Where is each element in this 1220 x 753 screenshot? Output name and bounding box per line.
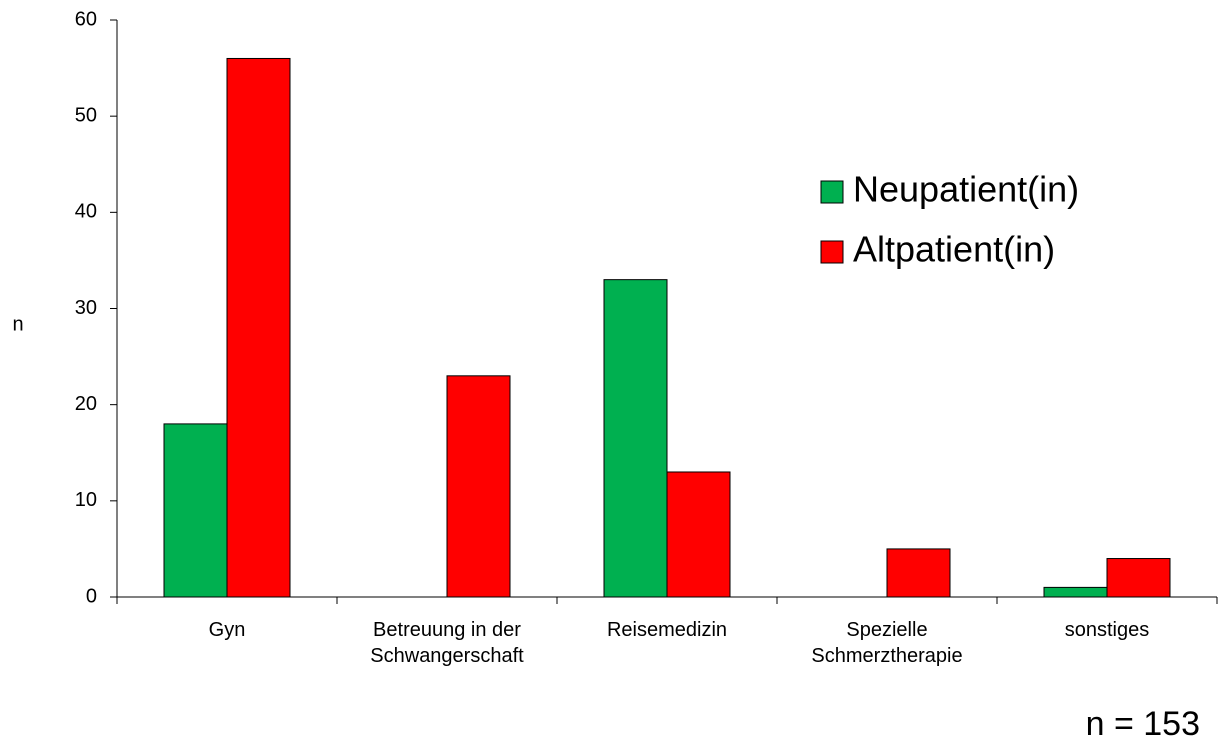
y-tick-label: 0 (86, 585, 97, 607)
y-tick-label: 10 (75, 489, 97, 511)
legend-label: Neupatient(in) (853, 169, 1079, 210)
x-tick-label: sonstiges (1064, 619, 1150, 641)
bar (666, 471, 731, 598)
x-tick-label: Betreuung in der Schwangerschaft (370, 619, 524, 667)
y-axis-label: n (12, 313, 23, 335)
legend-swatch (820, 180, 844, 204)
bar (226, 57, 291, 598)
bar (886, 548, 951, 598)
bar (446, 375, 511, 598)
legend-label: Altpatient(in) (853, 229, 1055, 270)
x-tick-label: Reisemedizin (606, 619, 728, 641)
y-tick-label: 30 (75, 297, 97, 319)
x-tick-label: Gyn (208, 619, 246, 641)
y-tick-label: 40 (75, 201, 97, 223)
bar (1106, 558, 1171, 598)
x-tick-label: Spezielle Schmerztherapie (811, 619, 963, 667)
bar (163, 423, 228, 598)
legend-swatch (820, 240, 844, 264)
y-tick-label: 60 (75, 8, 97, 30)
y-tick-label: 20 (75, 393, 97, 415)
annotation: n = 153 (1086, 705, 1200, 743)
y-tick-label: 50 (75, 104, 97, 126)
bar (1043, 586, 1108, 598)
bar (603, 279, 668, 598)
